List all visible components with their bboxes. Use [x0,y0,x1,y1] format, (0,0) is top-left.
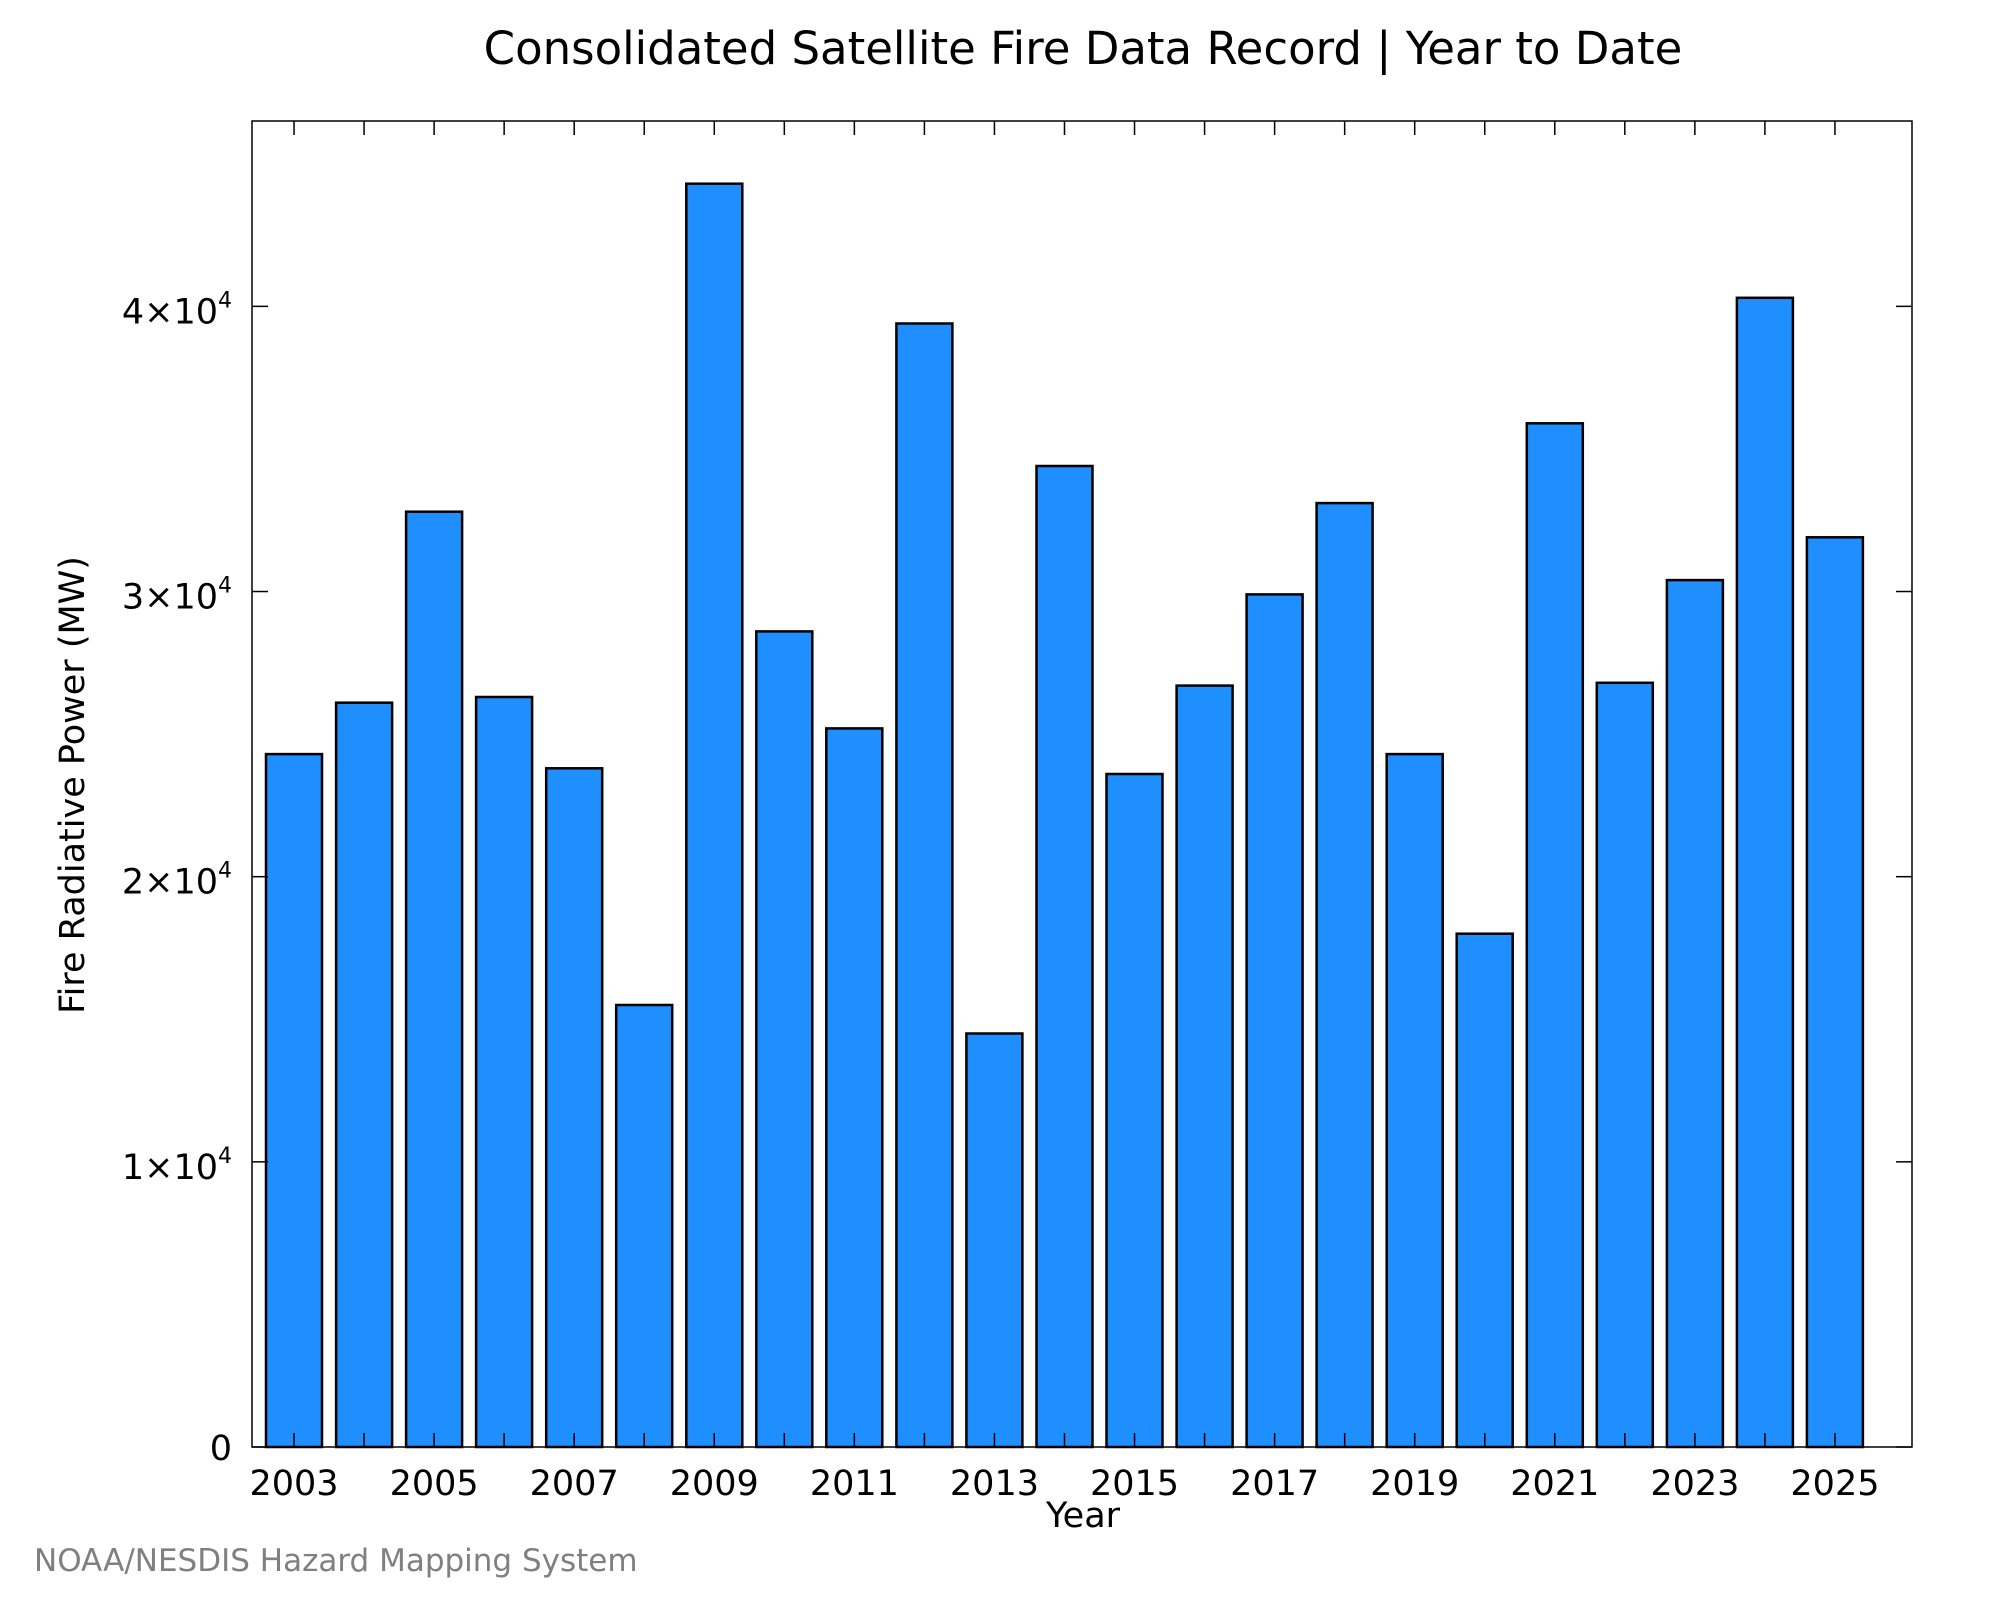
bar-2020 [1455,932,1514,1449]
y-tick-label: 4×104 [122,288,232,332]
x-tick-label: 2021 [1510,1464,1599,1504]
bar-2007 [544,767,604,1449]
y-tick-label: 2×104 [122,859,232,903]
bar-2021 [1525,422,1585,1449]
bar-2013 [965,1032,1024,1449]
bar-2025 [1805,536,1865,1449]
bar-2012 [895,322,954,1449]
bar-2011 [825,727,884,1449]
bar-2009 [685,182,744,1449]
x-tick-label: 2015 [1090,1464,1179,1504]
bar-2004 [334,701,394,1449]
bar-2016 [1175,684,1234,1449]
x-tick-label: 2005 [390,1464,479,1504]
bar-2014 [1035,464,1094,1449]
credit-text: NOAA/NESDIS Hazard Mapping System [34,1543,638,1579]
y-axis-label: Fire Radiative Power (MW) [53,556,93,1014]
y-tick-label: 3×104 [122,574,232,618]
bar-2008 [614,1003,674,1449]
plot-frame [251,120,1913,1448]
x-tick-label: 2009 [670,1464,759,1504]
x-tick-label: 2017 [1230,1464,1319,1504]
bar-2024 [1735,296,1795,1449]
bar-2022 [1595,681,1655,1449]
bar-2017 [1245,593,1304,1449]
bar-2018 [1315,501,1374,1449]
y-tick-label: 1×104 [122,1144,232,1188]
bar-2005 [404,510,464,1449]
x-tick-label: 2003 [249,1464,338,1504]
x-tick-label: 2007 [530,1464,619,1504]
bar-2019 [1385,752,1444,1449]
plot-area [264,182,1865,1449]
bar-2023 [1665,578,1725,1449]
x-tick-label: 2013 [950,1464,1039,1504]
y-tick-label: 0 [210,1429,232,1469]
chart-title: Consolidated Satellite Fire Data Record … [484,22,1683,75]
y-axis: 0 1×104 2×104 3×104 4×104 [122,288,1912,1469]
x-axis: 2003 2005 2007 2009 2011 2013 2015 2017 2019 2021… [249,121,1879,1504]
x-tick-label: 2019 [1370,1464,1459,1504]
bar-2015 [1105,772,1164,1449]
bar-2003 [264,752,324,1449]
x-tick-label: 2023 [1650,1464,1739,1504]
x-axis-label: Year [1045,1496,1121,1536]
x-tick-label: 2011 [810,1464,899,1504]
bar-2006 [474,695,534,1449]
bar-2010 [755,630,814,1449]
x-tick-label: 2025 [1790,1464,1879,1504]
